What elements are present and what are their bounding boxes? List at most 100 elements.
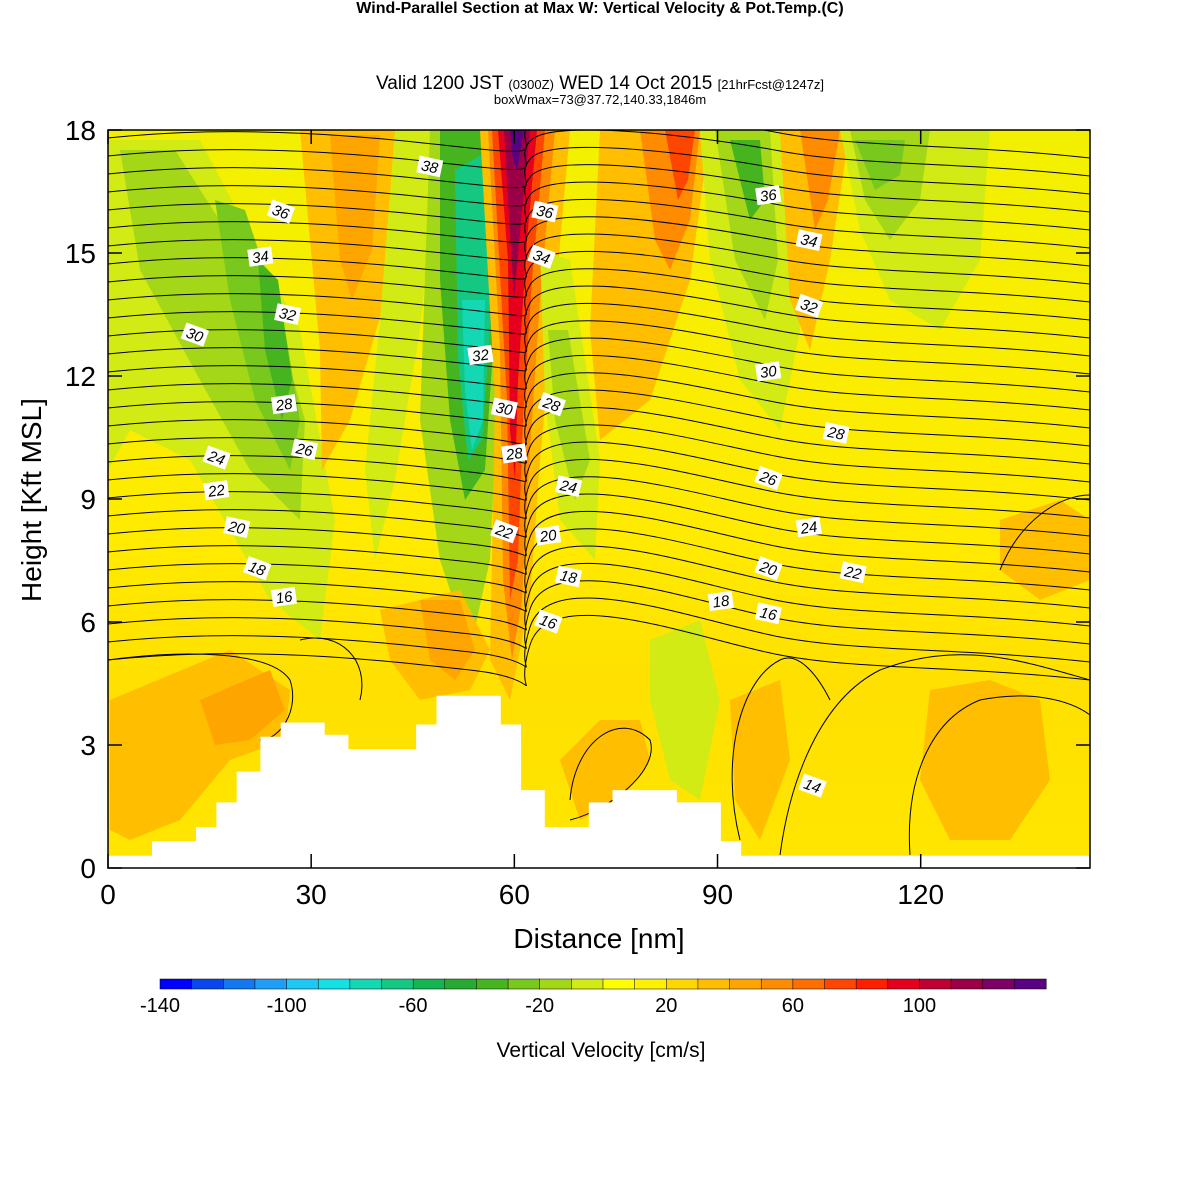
velocity-shading-region — [504, 130, 530, 300]
contour-label-text: 16 — [758, 604, 778, 624]
theta-contour-line — [108, 476, 1090, 538]
theta-contour-line — [108, 545, 1090, 612]
contour-label-box — [531, 200, 559, 223]
colorbar-swatch — [539, 978, 572, 990]
contour-label-text: 36 — [759, 186, 779, 205]
contour-label-box — [270, 586, 298, 607]
x-axis-title: Distance [nm] — [513, 923, 684, 954]
theta-contour-line — [108, 510, 1090, 575]
velocity-shading-region — [665, 130, 695, 200]
y-axis-title: Height [Kft MSL] — [16, 398, 47, 602]
theta-contour-line — [108, 458, 1090, 520]
contour-label-text: 24 — [799, 519, 819, 538]
y-tick-label: 3 — [80, 730, 96, 761]
theta-contour-line — [108, 181, 1090, 231]
theta-contour-label: 26 — [754, 465, 783, 491]
theta-contour-line — [108, 354, 1090, 411]
contour-label-box — [223, 516, 251, 539]
contour-label-box — [754, 602, 782, 625]
contour-label-text: 14 — [801, 776, 822, 798]
valid-date: WED 14 Oct 2015 — [559, 73, 713, 94]
theta-contour-label: 28 — [270, 394, 298, 415]
colorbar-swatch — [254, 978, 288, 990]
theta-contour-label: 18 — [707, 590, 734, 612]
terrain-profile — [108, 695, 1090, 868]
contour-label-box — [754, 556, 783, 581]
theta-contour-label: 16 — [534, 609, 563, 634]
contour-label-text: 24 — [557, 477, 578, 497]
colorbar-swatch — [729, 978, 762, 990]
contour-label-box — [755, 185, 782, 206]
theta-contour-line — [108, 146, 1090, 195]
colorbar-swatch — [634, 978, 667, 990]
contour-label-box — [537, 392, 566, 417]
colorbar-swatch — [381, 978, 414, 990]
contour-label-box — [270, 394, 298, 415]
theta-contour-line — [108, 337, 1090, 393]
theta-contour-line — [108, 164, 1090, 213]
y-tick-label: 9 — [80, 484, 96, 515]
velocity-shading-region — [730, 140, 765, 220]
contour-label-box — [202, 445, 231, 470]
contour-label-box — [290, 438, 319, 461]
colorbar-swatch — [476, 978, 509, 990]
x-tick-label: 90 — [702, 879, 733, 910]
velocity-shading-region — [650, 620, 720, 800]
y-tick-label: 6 — [80, 607, 96, 638]
contour-label-box — [247, 246, 274, 267]
colorbar-swatch — [444, 978, 477, 990]
contour-label-text: 24 — [205, 447, 227, 469]
contour-label-text: 22 — [842, 563, 863, 583]
chart-title-text: Wind-Parallel Section at Max W: Vertical… — [356, 0, 822, 17]
theta-contour-line — [108, 268, 1090, 321]
contour-label-text: 18 — [558, 567, 578, 587]
theta-contour-label: 34 — [527, 244, 556, 269]
contour-label-box — [242, 556, 272, 581]
contour-label-text: 26 — [756, 468, 779, 490]
colorbar-swatch — [855, 978, 889, 990]
x-tick-label: 120 — [897, 879, 944, 910]
contour-label-box — [467, 344, 494, 366]
contour-label-text: 30 — [184, 325, 206, 347]
theta-contour-line — [108, 597, 1090, 668]
colorbar-swatch — [887, 978, 920, 990]
theta-contour-line — [108, 406, 1090, 465]
theta-contour-label: 34 — [795, 229, 823, 251]
theta-contour-label: 18 — [555, 565, 583, 588]
contour-label-box — [755, 361, 782, 382]
contour-label-box — [798, 773, 827, 798]
theta-contour-label: 32 — [467, 344, 494, 366]
y-tick-label: 0 — [80, 853, 96, 884]
theta-contour-line — [108, 130, 1090, 159]
contour-label-text: 16 — [537, 612, 559, 634]
colorbar-swatch — [824, 978, 857, 990]
contour-label-box — [266, 199, 296, 224]
contour-label-box — [180, 322, 210, 347]
theta-contour-label: 38 — [416, 155, 444, 178]
contour-label-text: 22 — [492, 521, 515, 543]
theta-contour-line — [108, 285, 1090, 339]
theta-contour-line — [108, 233, 1090, 285]
colorbar-title: Vertical Velocity [cm/s] — [497, 1039, 706, 1062]
contour-label-text: 36 — [535, 202, 555, 222]
theta-contour-label: 26 — [290, 438, 319, 461]
theta-contour-label: 28 — [822, 422, 850, 444]
contour-label-box — [535, 525, 562, 546]
valid-time-line: Valid 1200 JST (0300Z) WED 14 Oct 2015 [… — [0, 73, 1200, 95]
y-tick-label: 12 — [65, 361, 96, 392]
colorbar-tick-label: 20 — [655, 995, 677, 1017]
velocity-shading-region — [548, 330, 590, 500]
theta-contour-line — [108, 389, 1090, 447]
contour-label-text: 32 — [798, 296, 820, 318]
contour-label-text: 34 — [799, 231, 819, 251]
contour-label-text: 22 — [206, 482, 227, 501]
theta-contour-label: 20 — [535, 525, 562, 546]
colorbar-swatch — [191, 978, 224, 990]
theta-contour-line — [108, 130, 1090, 177]
theta-contour-line — [299, 637, 363, 701]
theta-contour-label: 16 — [270, 586, 298, 607]
colorbar-tick-label: -140 — [140, 995, 180, 1017]
theta-contour-line — [108, 614, 1090, 687]
velocity-shading-region — [330, 135, 380, 300]
